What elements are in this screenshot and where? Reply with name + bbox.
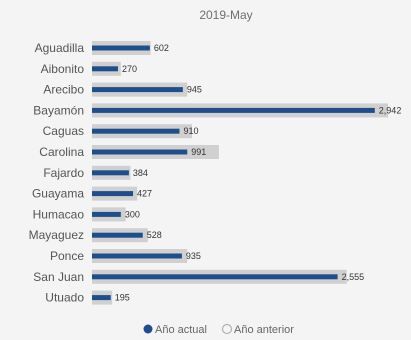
legend-swatch-ano-anterior [221, 323, 233, 335]
category-label-mayaguez: Mayaguez [29, 228, 84, 242]
chart-title: 2019-May [199, 8, 252, 22]
bar-current-utuado[interactable] [92, 295, 111, 301]
category-label-arecibo: Arecibo [43, 83, 84, 97]
category-label-caguas: Caguas [43, 124, 84, 138]
bar-current-caguas[interactable] [92, 128, 180, 134]
value-label-aibonito: 270 [122, 64, 137, 74]
value-label-fajardo: 384 [133, 168, 148, 178]
value-label-guayama: 427 [137, 189, 152, 199]
bars-layer: Aguadilla 602 Aibonito 270 Arecibo 945 Bayamón… [29, 41, 402, 305]
value-label-bayamon: 2,942 [379, 105, 402, 115]
bar-current-aguadilla[interactable] [92, 45, 150, 51]
value-label-carolina: 991 [191, 147, 206, 157]
category-label-utuado: Utuado [45, 291, 84, 305]
value-label-arecibo: 945 [187, 85, 202, 95]
category-label-guayama: Guayama [32, 187, 84, 201]
bar-current-carolina[interactable] [92, 149, 188, 155]
category-label-humacao: Humacao [33, 207, 85, 221]
bar-current-fajardo[interactable] [92, 170, 129, 176]
bar-current-ponce[interactable] [92, 253, 182, 259]
bar-current-mayaguez[interactable] [92, 232, 143, 238]
value-label-mayaguez: 528 [147, 230, 162, 240]
bar-current-aibonito[interactable] [92, 66, 118, 72]
value-label-utuado: 195 [115, 293, 130, 303]
bar-current-arecibo[interactable] [92, 87, 183, 93]
category-label-carolina: Carolina [39, 145, 84, 159]
value-label-humacao: 300 [125, 209, 140, 219]
category-label-san-juan: San Juan [33, 270, 84, 284]
value-label-caguas: 910 [183, 126, 198, 136]
category-label-fajardo: Fajardo [43, 166, 84, 180]
category-label-ponce: Ponce [50, 249, 84, 263]
bar-current-guayama[interactable] [92, 191, 134, 197]
value-label-san-juan: 2,555 [342, 272, 365, 282]
legend[interactable]: Año actual Año anterior [143, 323, 295, 336]
legend-swatch-ano-actual [143, 324, 153, 334]
bar-current-bayamon[interactable] [92, 107, 375, 113]
bar-current-humacao[interactable] [92, 211, 121, 217]
category-label-aibonito: Aibonito [41, 62, 85, 76]
legend-label-ano-anterior[interactable]: Año anterior [234, 324, 294, 336]
category-label-aguadilla: Aguadilla [35, 41, 85, 55]
category-label-bayamon: Bayamón [33, 103, 84, 117]
legend-label-ano-actual[interactable]: Año actual [155, 324, 207, 336]
value-label-ponce: 935 [186, 251, 201, 261]
value-label-aguadilla: 602 [154, 43, 169, 53]
bar-current-san-juan[interactable] [92, 274, 338, 280]
